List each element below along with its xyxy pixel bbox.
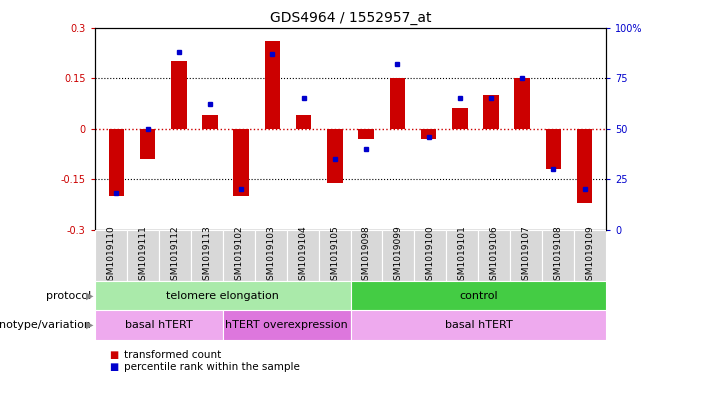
Text: GSM1019112: GSM1019112 [170,225,179,286]
Text: GSM1019101: GSM1019101 [458,225,467,286]
Bar [233,129,249,196]
Bar [390,78,405,129]
Text: GSM1019098: GSM1019098 [362,225,371,286]
Text: GSM1019102: GSM1019102 [234,225,243,286]
Text: GSM1019100: GSM1019100 [426,225,435,286]
Text: protocol: protocol [46,291,91,301]
Bar [95,281,350,310]
Bar [318,230,350,281]
Bar [109,129,124,196]
Bar [287,230,318,281]
Bar [574,230,606,281]
Text: GSM1019111: GSM1019111 [138,225,147,286]
Bar [383,230,414,281]
Bar [158,230,191,281]
Bar [510,230,543,281]
Bar [452,108,468,129]
Bar [350,230,383,281]
Text: GSM1019099: GSM1019099 [394,225,403,286]
Bar [95,230,127,281]
Bar [327,129,343,183]
Text: hTERT overexpression: hTERT overexpression [225,320,348,330]
Text: ▶: ▶ [86,320,94,330]
Bar [171,61,186,129]
Bar [95,310,223,340]
Text: transformed count: transformed count [124,350,222,360]
Text: GSM1019108: GSM1019108 [554,225,563,286]
Bar [223,230,254,281]
Bar [447,230,478,281]
Text: GSM1019105: GSM1019105 [330,225,339,286]
Bar [478,230,510,281]
Bar [350,310,606,340]
Bar [203,115,218,129]
Text: GSM1019107: GSM1019107 [522,225,531,286]
Title: GDS4964 / 1552957_at: GDS4964 / 1552957_at [270,11,431,25]
Text: GSM1019104: GSM1019104 [298,225,307,286]
Bar [577,129,592,203]
Bar [543,230,574,281]
Bar [421,129,436,139]
Bar [140,129,156,159]
Text: GSM1019109: GSM1019109 [586,225,595,286]
Text: basal hTERT: basal hTERT [444,320,512,330]
Text: telomere elongation: telomere elongation [166,291,279,301]
Text: genotype/variation: genotype/variation [0,320,91,330]
Bar [254,230,287,281]
Bar [515,78,530,129]
Bar [127,230,158,281]
Bar [265,41,280,129]
Text: ■: ■ [109,350,118,360]
Text: GSM1019103: GSM1019103 [266,225,275,286]
Text: GSM1019113: GSM1019113 [202,225,211,286]
Bar [191,230,223,281]
Text: GSM1019110: GSM1019110 [106,225,115,286]
Bar [414,230,447,281]
Text: percentile rank within the sample: percentile rank within the sample [124,362,300,373]
Bar [350,281,606,310]
Bar [223,310,350,340]
Text: GSM1019106: GSM1019106 [490,225,499,286]
Text: ■: ■ [109,362,118,373]
Bar [545,129,561,169]
Bar [358,129,374,139]
Text: basal hTERT: basal hTERT [125,320,193,330]
Text: ▶: ▶ [86,291,94,301]
Text: control: control [459,291,498,301]
Bar [296,115,311,129]
Bar [483,95,498,129]
